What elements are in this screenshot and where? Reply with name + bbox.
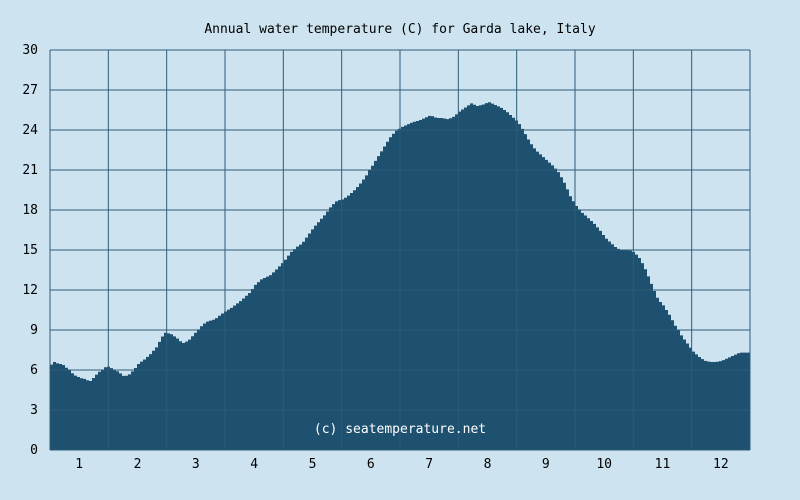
- x-tick-label: 6: [367, 457, 375, 472]
- y-tick-label: 18: [22, 203, 38, 218]
- x-tick-label: 4: [250, 457, 258, 472]
- x-tick-label: 10: [596, 457, 612, 472]
- chart-title: Annual water temperature (C) for Garda l…: [204, 22, 596, 37]
- y-tick-label: 27: [22, 83, 38, 98]
- y-tick-label: 15: [22, 243, 38, 258]
- y-axis: 0 3 6 9 12 15 18 21 24 27 30: [22, 43, 38, 458]
- y-tick-label: 3: [30, 403, 38, 418]
- x-tick-label: 12: [713, 457, 729, 472]
- x-tick-label: 7: [425, 457, 433, 472]
- x-tick-label: 8: [484, 457, 492, 472]
- x-tick-label: 3: [192, 457, 200, 472]
- y-tick-label: 12: [22, 283, 38, 298]
- y-tick-label: 30: [22, 43, 38, 58]
- x-tick-label: 1: [75, 457, 83, 472]
- watermark: (c) seatemperature.net: [314, 422, 486, 437]
- y-tick-label: 21: [22, 163, 38, 178]
- y-tick-label: 0: [30, 443, 38, 458]
- x-tick-label: 9: [542, 457, 550, 472]
- x-tick-label: 2: [134, 457, 142, 472]
- x-tick-label: 5: [309, 457, 317, 472]
- x-tick-label: 11: [655, 457, 671, 472]
- grid-layer: [49, 49, 751, 451]
- y-tick-label: 9: [30, 323, 38, 338]
- x-axis: 1 2 3 4 5 6 7 8 9 10 11 12: [75, 457, 728, 472]
- y-tick-label: 24: [22, 123, 38, 138]
- y-tick-label: 6: [30, 363, 38, 378]
